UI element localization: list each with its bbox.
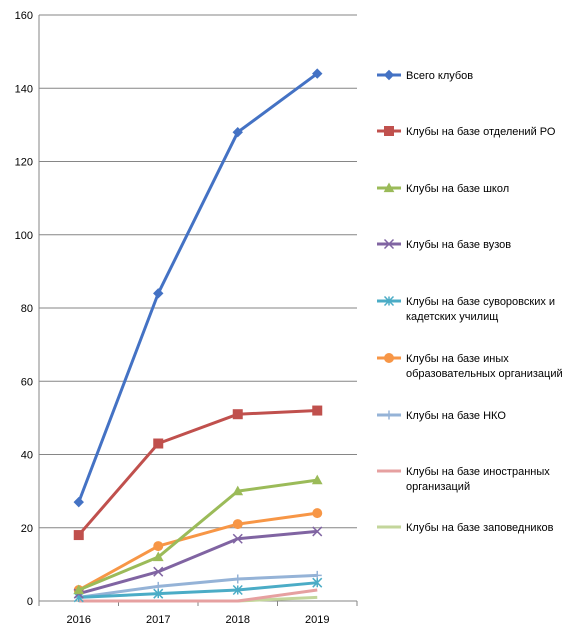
legend-item: Клубы на базе иностранных организаций: [377, 466, 550, 493]
legend-item: Всего клубов: [377, 69, 473, 82]
data-point: [153, 566, 164, 577]
legend-label-line: организаций: [406, 481, 470, 493]
legend-label: Клубы на базе отделений РО: [406, 126, 556, 138]
y-tick-label: 100: [15, 230, 33, 242]
data-point: [312, 508, 323, 519]
legend-label-line: кадетских училищ: [406, 311, 498, 323]
legend-label: Клубы на базе школ: [406, 183, 509, 195]
data-point: [312, 68, 323, 79]
data-point: [153, 588, 164, 599]
data-point: [312, 577, 323, 588]
legend-swatch-marker: [384, 126, 394, 136]
series-lines: [73, 68, 323, 603]
series-3: [73, 474, 323, 595]
series-2: [73, 405, 323, 541]
legend-label: Клубы на базе заповедников: [406, 522, 554, 534]
y-tick-label: 120: [15, 157, 33, 169]
legend-swatch-marker: [383, 182, 395, 193]
data-point: [232, 584, 243, 596]
legend-item: Клубы на базе заповедников: [377, 522, 554, 534]
x-tick-label: 2017: [146, 614, 170, 626]
data-point: [232, 533, 243, 544]
data-point: [73, 584, 85, 595]
legend-label-line: Всего клубов: [406, 70, 473, 82]
legend-label-line: Клубы на базе иных: [406, 353, 509, 365]
series-4: [73, 526, 323, 599]
data-point: [232, 519, 243, 530]
legend-label: Всего клубов: [406, 70, 473, 82]
legend-item: Клубы на базе иных образовательных органи…: [377, 353, 563, 380]
data-point: [312, 405, 323, 416]
series-line: [78, 478, 318, 592]
data-point: [153, 438, 164, 449]
series-1: [73, 68, 323, 508]
y-tick-label: 60: [21, 376, 33, 388]
x-tick-label: 2018: [226, 614, 250, 626]
y-tick-label: 80: [21, 303, 33, 315]
legend-item: Клубы на базе НКО: [377, 410, 506, 422]
y-tick-label: 160: [15, 10, 33, 22]
legend-item: Клубы на базе отделений РО: [377, 126, 556, 138]
legend-label-line: Клубы на базе заповедников: [406, 522, 554, 534]
legend-swatch-marker: [383, 238, 395, 250]
legend: Всего клубов Клубы на базе отделений РО Кл…: [377, 69, 563, 534]
legend-label: Клубы на базе иных образовательных органи…: [406, 353, 563, 380]
legend-swatch-marker: [384, 410, 394, 420]
series-5: [73, 577, 323, 603]
x-tick-label: 2019: [305, 614, 329, 626]
y-tick-label: 140: [15, 83, 33, 95]
data-point: [73, 530, 84, 541]
data-point: [153, 541, 164, 552]
data-point: [232, 485, 244, 496]
legend-label-line: Клубы на базе школ: [406, 183, 509, 195]
series-line: [78, 573, 318, 599]
legend-label: Клубы на базе НКО: [406, 410, 506, 422]
legend-item: Клубы на базе школ: [377, 182, 509, 195]
data-point: [232, 126, 243, 138]
x-tick-label: 2016: [67, 614, 91, 626]
legend-label-line: Клубы на базе отделений РО: [406, 126, 556, 138]
series-8: [78, 588, 318, 603]
data-point: [153, 288, 164, 299]
legend-item: Клубы на базе вузов: [377, 238, 511, 251]
y-tick-label: 20: [21, 523, 33, 535]
legend-label-line: образовательных организаций: [406, 368, 563, 380]
data-point: [311, 474, 323, 485]
series-line: [77, 409, 318, 537]
data-point: [232, 409, 243, 420]
y-tick-label: 0: [27, 596, 33, 608]
data-point: [233, 574, 243, 584]
series-line: [78, 529, 318, 596]
legend-swatch-marker: [383, 295, 395, 307]
legend-label-line: Клубы на базе суворовских и: [406, 296, 555, 308]
legend-label: Клубы на базе иностранных организаций: [406, 466, 550, 493]
legend-item: Клубы на базе суворовских и кадетских учи…: [377, 295, 555, 323]
series-line: [78, 581, 318, 599]
y-tick-label: 40: [21, 450, 33, 462]
series-line: [77, 72, 319, 503]
legend-swatch-marker: [384, 353, 394, 363]
legend-label-line: Клубы на базе иностранных: [406, 466, 550, 478]
legend-label-line: Клубы на базе НКО: [406, 410, 506, 422]
series-line: [78, 588, 318, 603]
legend-label-line: Клубы на базе вузов: [406, 239, 511, 251]
legend-label: Клубы на базе вузов: [406, 239, 511, 251]
legend-swatch-marker: [383, 69, 395, 81]
legend-label: Клубы на базе суворовских и кадетских учи…: [406, 296, 555, 323]
data-point: [73, 496, 84, 508]
grid-lines: [39, 14, 357, 529]
data-point: [312, 526, 323, 537]
data-point: [152, 551, 164, 562]
series-line: [78, 511, 318, 592]
